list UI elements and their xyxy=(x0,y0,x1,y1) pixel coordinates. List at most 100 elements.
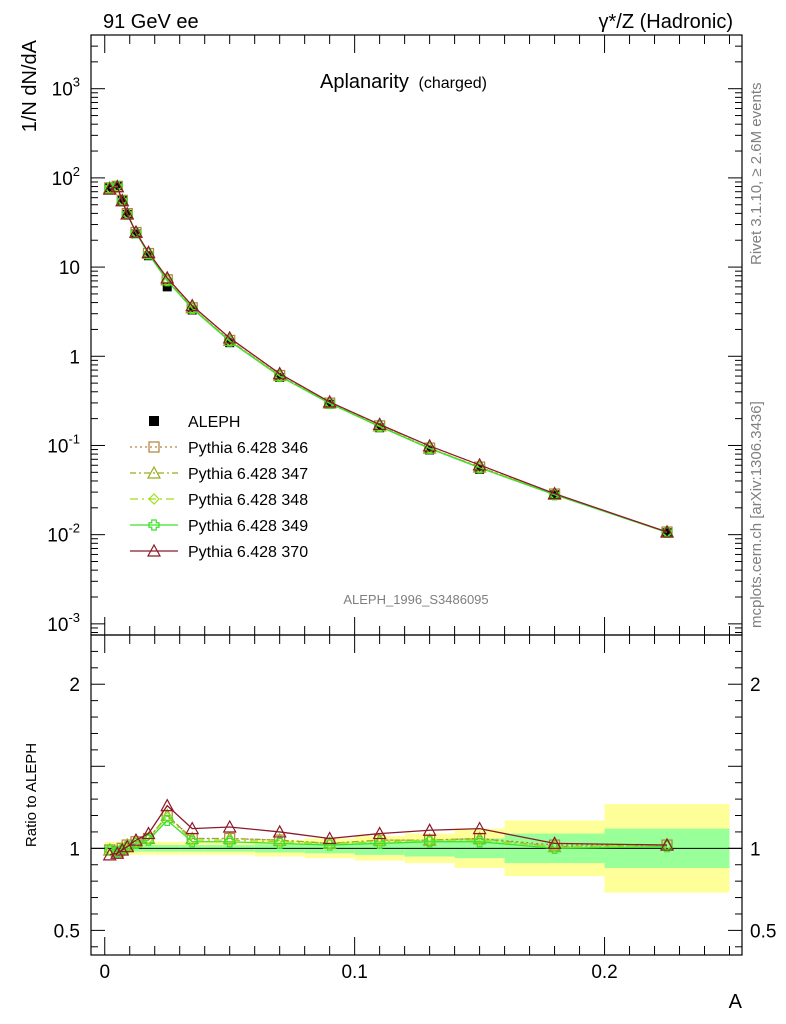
marker-triangle xyxy=(222,819,237,833)
marker-triangle xyxy=(110,179,125,193)
ratio-frame xyxy=(90,634,743,956)
mcplots-info: mcplots.cern.ch [arXiv:1306.3436] xyxy=(748,401,765,628)
x-tick-label: 0.2 xyxy=(591,962,617,983)
ratio-bands xyxy=(91,804,742,893)
marker-square-filled xyxy=(375,423,385,433)
marker-diamond xyxy=(273,835,286,848)
legend-label-1: Pythia 6.428 347 xyxy=(188,466,308,483)
marker-triangle xyxy=(110,846,125,859)
marker-square-filled xyxy=(187,305,197,315)
y-tick-label-base: 10 xyxy=(52,169,73,190)
ratio-tick-label-right: 1 xyxy=(750,839,761,860)
marker-square-filled xyxy=(112,181,122,191)
plot-title-sub: (charged) xyxy=(419,75,487,92)
marker-triangle xyxy=(185,298,200,312)
marker-triangle xyxy=(160,798,175,812)
marker-triangle xyxy=(128,224,143,238)
marker-triangle xyxy=(141,245,156,259)
marker-triangle xyxy=(146,465,162,479)
marker-triangle xyxy=(372,826,387,840)
marker-triangle xyxy=(272,366,287,380)
marker-triangle xyxy=(422,823,437,836)
marker-cross xyxy=(374,421,386,433)
marker-triangle xyxy=(272,824,287,838)
marker-triangle xyxy=(120,839,135,853)
series-2-ratio-line xyxy=(109,816,668,853)
marker-diamond xyxy=(223,834,236,846)
ratio-tick-label-right: 0.5 xyxy=(750,921,776,942)
ratio-tick-label-left: 2 xyxy=(69,675,80,696)
marker-triangle xyxy=(322,394,337,408)
legend-label-data: ALEPH xyxy=(188,414,240,431)
y-tick-label-exp: 3 xyxy=(73,75,80,90)
marker-square xyxy=(148,441,160,453)
marker-diamond xyxy=(148,493,160,505)
legend-label-4: Pythia 6.428 370 xyxy=(188,544,308,561)
marker-cross xyxy=(224,836,236,848)
y-tick-label: 10 xyxy=(59,258,80,279)
y-tick-label-base: 10 xyxy=(47,436,68,457)
plot-title: Aplanarity (charged) xyxy=(320,71,487,93)
marker-triangle xyxy=(160,270,175,284)
y-tick-label-base: 10 xyxy=(52,80,73,101)
plot-title-main: Aplanarity xyxy=(320,71,409,93)
marker-cross xyxy=(186,836,198,848)
marker-cross xyxy=(161,275,173,287)
marker-cross xyxy=(186,302,198,315)
y-tick-label: 10-3 xyxy=(47,610,80,636)
marker-triangle xyxy=(128,832,143,846)
header-right: γ*/Z (Hadronic) xyxy=(599,11,733,33)
marker-cross xyxy=(274,837,286,850)
y-tick-label: 10-1 xyxy=(47,431,80,457)
marker-triangle xyxy=(372,417,387,431)
marker-diamond xyxy=(161,811,174,824)
marker-diamond xyxy=(473,834,486,846)
y-tick-label-base: 1 xyxy=(69,347,80,368)
marker-square-filled xyxy=(149,416,159,426)
ratio-tick-label-left: 0.5 xyxy=(54,921,80,942)
y-tick-label-base: 10 xyxy=(47,526,68,547)
marker-cross xyxy=(374,837,386,850)
ratio-tick-label-right: 2 xyxy=(750,675,761,696)
y-tick-label-base: 10 xyxy=(47,615,68,636)
analysis-tag: ALEPH_1996_S3486095 xyxy=(343,592,488,607)
marker-triangle xyxy=(472,821,487,835)
marker-triangle xyxy=(115,193,130,207)
series-4-line xyxy=(109,185,668,533)
y-tick-label-exp: -1 xyxy=(68,431,80,446)
marker-cross xyxy=(474,836,486,848)
marker-triangle xyxy=(660,524,675,538)
y-tick-label: 102 xyxy=(52,164,80,190)
marker-square-filled xyxy=(162,282,172,292)
marker-diamond xyxy=(548,840,561,853)
ratio-tick-label-left: 1 xyxy=(69,839,80,860)
marker-cross xyxy=(148,519,160,531)
x-tick-label: 0.1 xyxy=(341,962,367,983)
legend: ALEPH Pythia 6.428 346 Pythia 6.428 347 Pyt… xyxy=(130,414,308,561)
legend-label-2: Pythia 6.428 348 xyxy=(188,492,308,509)
marker-square-filled xyxy=(425,445,435,455)
marker-triangle xyxy=(322,831,337,845)
ratio-series xyxy=(102,798,675,861)
y-axis-label: 1/N dN/dA xyxy=(19,39,41,132)
marker-triangle xyxy=(146,543,162,557)
y-tick-label: 10-2 xyxy=(47,521,80,547)
marker-triangle xyxy=(660,837,675,851)
ratio-axis-label: Ratio to ALEPH xyxy=(23,743,40,847)
marker-triangle xyxy=(120,206,135,220)
marker-cross xyxy=(274,370,286,382)
marker-square-filled xyxy=(143,251,153,261)
plot-frames xyxy=(90,34,743,956)
marker-square-filled xyxy=(275,372,285,382)
legend-label-0: Pythia 6.428 346 xyxy=(188,440,308,457)
marker-square-filled xyxy=(475,464,485,474)
y-tick-label-exp: 2 xyxy=(73,164,80,179)
y-tick-label-base: 10 xyxy=(59,258,80,279)
marker-triangle xyxy=(141,826,156,840)
x-axis-label: A xyxy=(729,991,743,1013)
marker-diamond xyxy=(423,834,436,846)
marker-triangle xyxy=(547,486,562,500)
y-tick-label: 103 xyxy=(52,75,80,101)
marker-diamond xyxy=(373,835,386,848)
